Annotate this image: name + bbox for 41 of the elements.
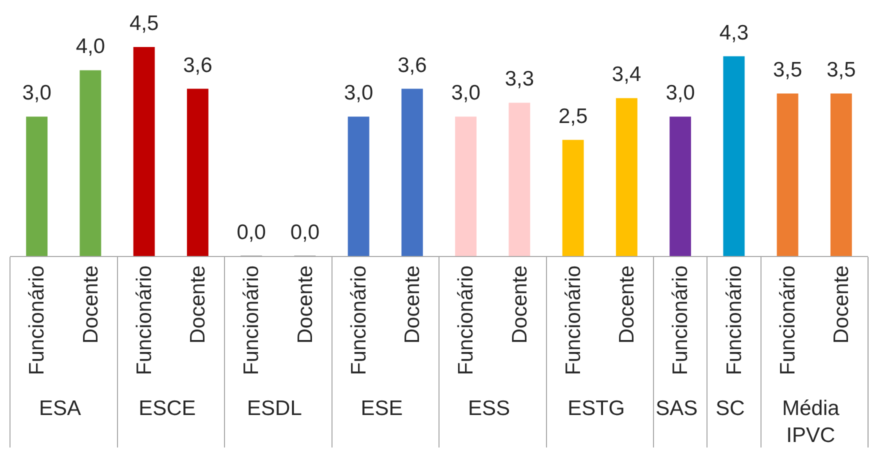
text: Funcionário [132, 265, 156, 376]
text: Docente [616, 265, 639, 344]
data-label: 0,0 [236, 221, 266, 244]
x-tick-label: Média IPVC [782, 396, 840, 448]
x-tick-label: ESCE [138, 396, 196, 420]
x-tick-label: ESTG [568, 396, 625, 420]
text: Docente [186, 265, 210, 344]
text: Docente [401, 265, 424, 344]
data-label: 3,4 [612, 63, 642, 86]
data-label: 3,6 [183, 54, 212, 77]
data-label: 0,0 [290, 221, 320, 244]
x-tick-label: SAS [656, 396, 698, 420]
x-tick-label: ESDL [247, 396, 302, 420]
data-label: 4,3 [719, 21, 749, 44]
text: Docente [294, 265, 317, 344]
x-tick-label: SC [716, 396, 745, 420]
text: Funcionário [240, 265, 264, 376]
text: Funcionário [26, 265, 49, 376]
data-label: 3,0 [666, 82, 695, 105]
data-label: 3,5 [772, 58, 802, 82]
x-tick-label: ESS [468, 396, 510, 420]
text: Funcionário [776, 265, 800, 376]
text: Docente [508, 265, 532, 344]
text: Funcionário [722, 265, 746, 376]
text: Docente [79, 265, 102, 344]
data-label: 4,5 [129, 12, 159, 35]
text: Docente [830, 265, 854, 344]
text: Funcionário [454, 265, 478, 376]
text: Funcionário [347, 265, 370, 376]
data-label: 4,0 [76, 35, 106, 58]
data-label: 2,5 [558, 104, 588, 128]
data-label: 3,3 [504, 68, 534, 91]
data-label: 3,0 [451, 82, 480, 105]
data-label: 3,0 [344, 82, 374, 105]
data-label: 3,6 [398, 54, 427, 77]
x-tick-label: ESE [360, 396, 403, 420]
data-label: 3,0 [22, 82, 52, 105]
text: Funcionário [669, 265, 692, 376]
data-label: 3,5 [826, 58, 856, 82]
x-tick-label: ESA [38, 396, 81, 420]
text: Funcionário [562, 265, 585, 376]
